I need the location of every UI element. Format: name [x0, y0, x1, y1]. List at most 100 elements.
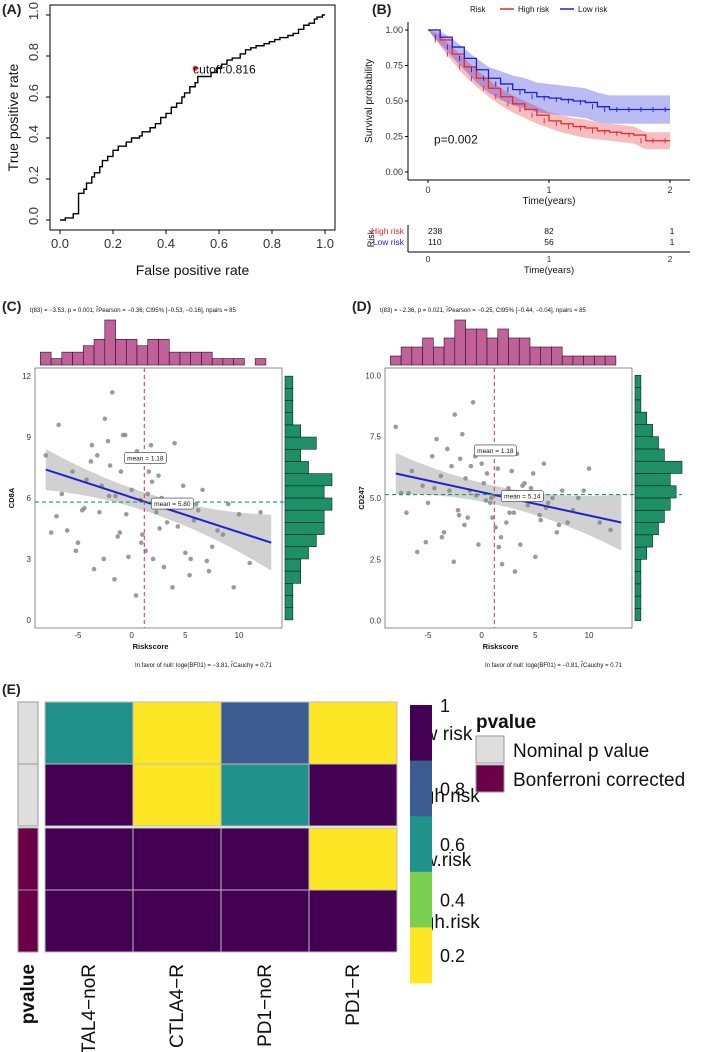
risk-table-x-tick-label: 1: [547, 254, 552, 264]
heatmap-cell: [44, 763, 134, 827]
data-point: [518, 542, 523, 547]
colorbar-segment: [410, 760, 432, 817]
y-tick-label: 1.0: [26, 2, 41, 20]
heatmap-cell: [132, 827, 222, 891]
data-point: [43, 453, 49, 458]
data-point: [175, 524, 181, 529]
legend-label: Low risk: [578, 5, 608, 14]
data-point: [188, 556, 194, 562]
x-marginal-bar: [400, 346, 413, 366]
data-point: [183, 550, 188, 556]
y-tick-label: 0.0: [26, 207, 41, 225]
data-point: [441, 530, 447, 535]
y-tick-label: 2.5: [370, 555, 382, 564]
x-marginal-bar: [158, 338, 170, 366]
x-marginal-bar: [136, 345, 149, 366]
x-marginal-bar: [529, 346, 542, 366]
data-point: [451, 559, 457, 565]
y-marginal-bar: [634, 583, 642, 597]
cd247-scatter-chart: (D) t(83) = −2.36, p = 0.021, r̂Pearson …: [352, 298, 683, 669]
y-mean-label-box: [501, 490, 544, 502]
data-point: [150, 556, 156, 562]
y-marginal-bar: [284, 424, 301, 438]
data-point: [226, 501, 231, 507]
y-marginal-bar: [634, 473, 671, 487]
heatmap-cell: [220, 889, 310, 953]
data-point: [89, 442, 95, 448]
legend-label: Bonferroni corrected: [513, 770, 685, 791]
y-tick-label: 5.0: [370, 494, 382, 503]
y-marginal-bar: [634, 411, 648, 425]
y-marginal-bar: [634, 497, 671, 511]
data-point: [88, 459, 94, 464]
legend-swatch: [475, 764, 505, 793]
y-marginal-bar: [284, 583, 294, 596]
low-risk-ci-band: [428, 30, 670, 124]
x-tick-label: 5: [533, 631, 538, 640]
annotation-label: pvalue: [18, 964, 39, 1024]
data-point: [439, 534, 445, 540]
data-point: [504, 520, 509, 525]
y-marginal-bar: [634, 375, 642, 388]
data-point: [115, 534, 120, 539]
x-tick-label: -5: [424, 631, 432, 640]
y-marginal-bar: [284, 558, 301, 572]
x-mean-label: mean = 1.18: [127, 455, 164, 462]
x-marginal-bar: [551, 346, 563, 366]
y-marginal-bar: [634, 546, 648, 560]
heatmap-cell: [308, 827, 398, 891]
data-point: [530, 471, 536, 476]
y-marginal-bar: [284, 522, 325, 535]
km-chart: (B) Risk High risk Low risk0.000.250.500.7…: [364, 1, 690, 276]
heatmap-cell: [308, 763, 398, 827]
p-value-annotation: p=0.002: [434, 133, 478, 147]
data-point: [520, 483, 525, 489]
y-marginal-bar: [284, 461, 309, 474]
data-point: [123, 511, 129, 517]
y-marginal-bar: [284, 436, 317, 450]
data-point: [498, 534, 504, 540]
data-point: [146, 469, 152, 474]
data-point: [554, 530, 560, 535]
risk-table-row-label: High risk: [371, 226, 405, 236]
row-annotation-cell: [17, 701, 39, 765]
data-point: [129, 487, 134, 493]
risk-table-cell: 56: [544, 237, 554, 247]
data-point: [533, 554, 538, 560]
x-marginal-bar: [211, 358, 224, 366]
x-marginal-bar: [40, 351, 52, 366]
y-marginal-bar: [634, 399, 642, 413]
data-point: [161, 564, 167, 570]
data-point: [206, 568, 212, 574]
y-tick-label: 0.25: [385, 132, 403, 142]
x-marginal-bar: [147, 338, 159, 366]
data-point: [204, 558, 210, 564]
heatmap-cell: [132, 701, 222, 765]
data-point: [455, 507, 461, 513]
data-point: [404, 510, 409, 516]
y-tick-label: 3: [27, 555, 32, 564]
data-point: [476, 542, 481, 547]
colorbar-segment: [410, 816, 432, 873]
x-axis-label: Time(years): [523, 196, 576, 207]
x-mean-label-box: [474, 444, 517, 457]
y-marginal-bar: [634, 522, 659, 536]
data-point: [460, 431, 465, 437]
risk-table-title: Risk: [366, 229, 376, 247]
data-point: [126, 554, 131, 560]
y-marginal-bar: [634, 485, 677, 499]
colorbar-tick-label: 1: [440, 696, 450, 716]
y-marginal-bar: [634, 424, 653, 437]
data-point: [429, 454, 435, 459]
x-tick-label: 0.8: [263, 236, 281, 251]
high-risk-curve: [428, 29, 670, 142]
bayes-caption: In favor of null: loge(BF01) = −3.81, r̂…: [135, 662, 273, 669]
data-point: [449, 463, 454, 469]
heatmap-col-label: PD1−noR: [255, 964, 276, 1047]
colorbar-tick-label: 0.2: [440, 946, 465, 966]
x-axis-label: False positive rate: [136, 262, 250, 278]
heatmap-col-label: PD1−R: [343, 964, 364, 1026]
y-tick-label: 1.00: [385, 25, 403, 35]
x-marginal-bar: [486, 337, 499, 366]
